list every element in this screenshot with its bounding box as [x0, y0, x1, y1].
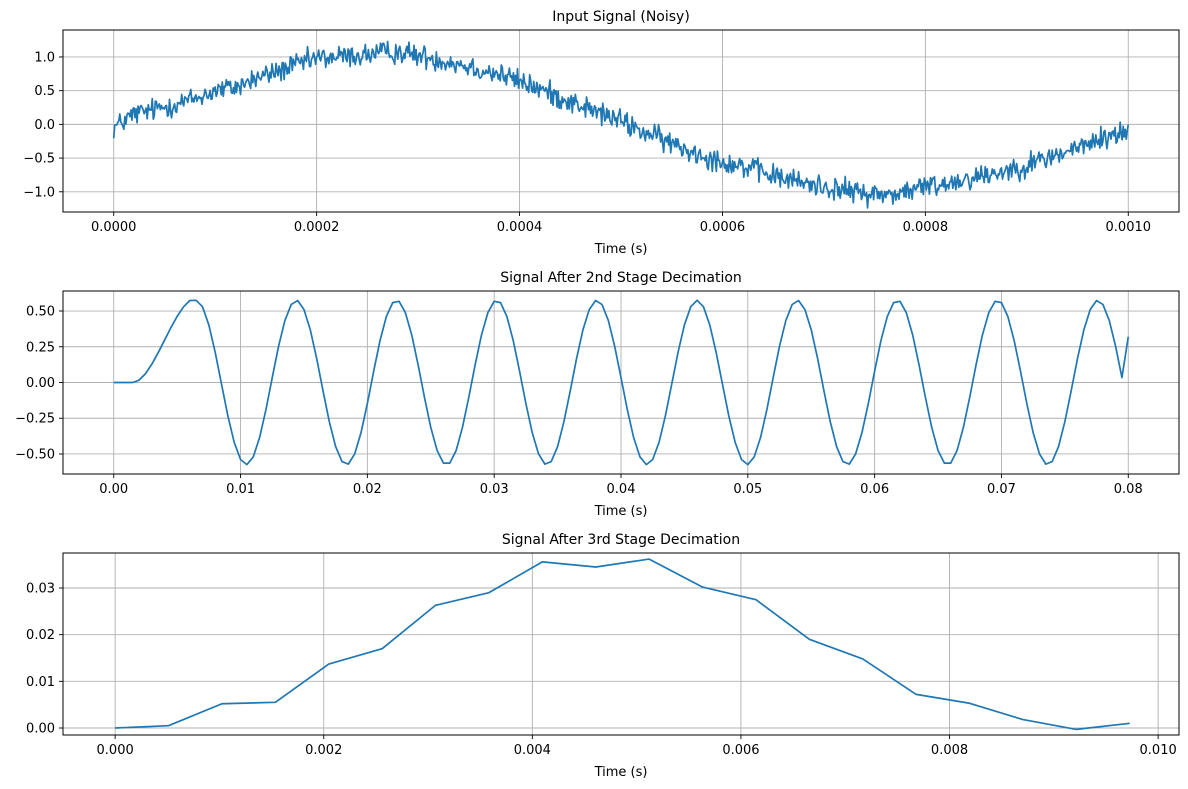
- y-tick-label: −0.50: [15, 447, 55, 462]
- chart-title: Input Signal (Noisy): [552, 9, 690, 25]
- x-tick-label: 0.006: [722, 743, 759, 758]
- axes-frame: [62, 552, 1180, 736]
- x-tick-label: 0.008: [931, 743, 968, 758]
- y-tick-label: 0.25: [26, 340, 55, 355]
- y-tick-label: 0.01: [26, 675, 55, 690]
- x-tick-label: 0.002: [305, 743, 342, 758]
- x-axis-label: Time (s): [594, 504, 648, 519]
- series-line: [115, 558, 1130, 731]
- x-tick-label: 0.06: [860, 482, 889, 497]
- x-tick-label: 0.000: [97, 743, 134, 758]
- x-axis-ticks: 0.00 0.01 0.02 0.03 0.04 0.05 0.06 0.07 0.08: [99, 474, 1143, 497]
- grid-lines: [63, 30, 1179, 212]
- y-axis-ticks: 0.00 0.01 0.02 0.03: [26, 582, 63, 737]
- y-tick-label: −1.0: [23, 185, 55, 200]
- x-tick-label: 0.05: [733, 482, 762, 497]
- x-axis-ticks: 0.0000 0.0002 0.0004 0.0006 0.0008 0.0010: [91, 212, 1151, 235]
- x-tick-label: 0.0010: [1106, 220, 1152, 235]
- y-tick-label: 0.0: [34, 118, 55, 133]
- y-tick-label: 0.5: [34, 84, 55, 99]
- y-tick-label: 0.50: [26, 305, 55, 320]
- x-tick-label: 0.0002: [294, 220, 340, 235]
- x-tick-label: 0.04: [607, 482, 636, 497]
- chart-title: Signal After 2nd Stage Decimation: [500, 270, 742, 286]
- y-tick-label: −0.25: [15, 412, 55, 427]
- x-axis-label: Time (s): [594, 765, 648, 780]
- chart-title: Signal After 3rd Stage Decimation: [502, 532, 740, 548]
- y-tick-label: 0.02: [26, 628, 55, 643]
- subplot-2nd-stage: 0.00 0.01 0.02 0.03 0.04 0.05 0.06 0.07 0.08 −0.…: [15, 270, 1180, 519]
- x-tick-label: 0.0004: [497, 220, 543, 235]
- y-tick-label: 0.03: [26, 582, 55, 597]
- x-tick-label: 0.03: [480, 482, 509, 497]
- grid-lines: [63, 553, 1179, 735]
- x-axis-ticks: 0.000 0.002 0.004 0.006 0.008 0.010: [97, 735, 1177, 758]
- axes-frame: [62, 29, 1180, 213]
- x-tick-label: 0.07: [987, 482, 1016, 497]
- x-tick-label: 0.01: [226, 482, 255, 497]
- series-line: [112, 40, 1130, 209]
- y-axis-ticks: −1.0 −0.5 0.0 0.5 1.0: [23, 50, 63, 200]
- x-tick-label: 0.08: [1114, 482, 1143, 497]
- x-tick-label: 0.02: [353, 482, 382, 497]
- subplot-input-signal: 0.0000 0.0002 0.0004 0.0006 0.0008 0.0010 −1.…: [23, 9, 1180, 257]
- x-tick-label: 0.0008: [903, 220, 949, 235]
- y-tick-label: 0.00: [26, 376, 55, 391]
- subplot-3rd-stage: 0.000 0.002 0.004 0.006 0.008 0.010 0.000.010…: [26, 532, 1180, 780]
- x-tick-label: 0.010: [1140, 743, 1177, 758]
- x-axis-label: Time (s): [594, 242, 648, 257]
- x-tick-label: 0.00: [99, 482, 128, 497]
- y-axis-ticks: −0.50 −0.25 0.00 0.25 0.50: [15, 305, 63, 462]
- x-tick-label: 0.0006: [700, 220, 746, 235]
- x-tick-label: 0.0000: [91, 220, 137, 235]
- y-tick-label: −0.5: [23, 152, 55, 167]
- x-tick-label: 0.004: [514, 743, 551, 758]
- series-line: [113, 299, 1130, 466]
- y-tick-label: 0.00: [26, 722, 55, 737]
- grid-lines: [63, 291, 1179, 474]
- y-tick-label: 1.0: [34, 50, 55, 65]
